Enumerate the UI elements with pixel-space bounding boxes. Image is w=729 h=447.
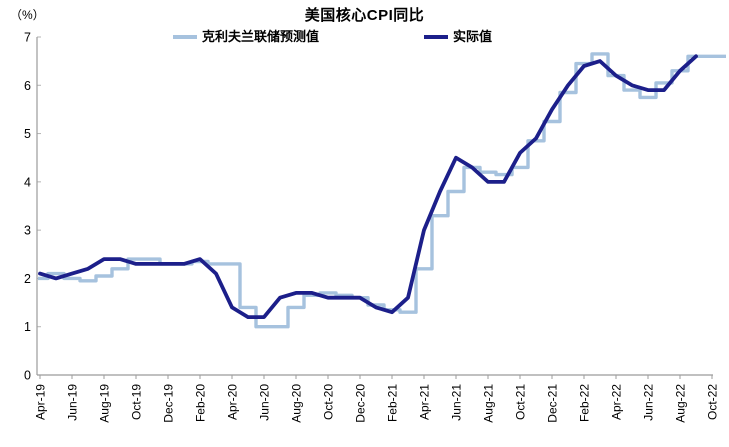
- y-tick-label: 2: [24, 272, 31, 286]
- y-tick-label: 5: [24, 127, 31, 141]
- forecast-line-swatch: [173, 35, 197, 39]
- y-tick-label: 7: [24, 31, 31, 45]
- y-tick-label: 4: [24, 175, 31, 189]
- x-tick-label: Jun-21: [450, 384, 464, 421]
- y-tick-label: 6: [24, 79, 31, 93]
- x-tick-label: Oct-20: [322, 384, 336, 420]
- x-tick-label: Aug-19: [98, 384, 112, 423]
- x-tick-label: Apr-20: [226, 384, 240, 420]
- chart-title: 美国核心CPI同比: [304, 7, 425, 24]
- y-tick-label: 0: [24, 369, 31, 383]
- x-tick-label: Jun-22: [642, 384, 656, 421]
- x-tick-label: Oct-22: [706, 384, 720, 420]
- legend-label-forecast: 克利夫兰联储预测值: [202, 29, 320, 44]
- legend-item-forecast: 克利夫兰联储预测值: [173, 28, 319, 46]
- x-tick-label: Dec-19: [162, 384, 176, 423]
- x-tick-label: Dec-20: [354, 384, 368, 423]
- x-tick-label: Feb-22: [578, 384, 592, 422]
- x-tick-label: Jun-19: [66, 384, 80, 421]
- y-tick-label: 1: [24, 320, 31, 334]
- x-tick-label: Aug-20: [290, 384, 304, 423]
- legend-label-actual: 实际值: [453, 29, 493, 44]
- x-tick-label: Feb-21: [386, 384, 400, 422]
- x-tick-label: Apr-22: [610, 384, 624, 420]
- forecast-line: [38, 52, 726, 329]
- y-axis-unit-label: （%）: [10, 8, 45, 22]
- y-tick-label: 3: [24, 224, 31, 238]
- x-tick-label: Oct-21: [514, 384, 528, 420]
- legend: 克利夫兰联储预测值 实际值: [0, 28, 729, 46]
- x-tick-label: Jun-20: [258, 384, 272, 421]
- x-tick-label: Aug-21: [482, 384, 496, 423]
- x-tick-label: Oct-19: [130, 384, 144, 420]
- actual-line: [38, 54, 698, 320]
- x-tick-label: Apr-19: [34, 384, 48, 420]
- x-tick-label: Dec-21: [546, 384, 560, 423]
- x-tick-label: Apr-21: [418, 384, 432, 420]
- legend-item-actual: 实际值: [424, 28, 492, 46]
- actual-line-swatch: [424, 35, 448, 39]
- x-tick-label: Aug-22: [674, 384, 688, 423]
- x-tick-label: Feb-20: [194, 384, 208, 422]
